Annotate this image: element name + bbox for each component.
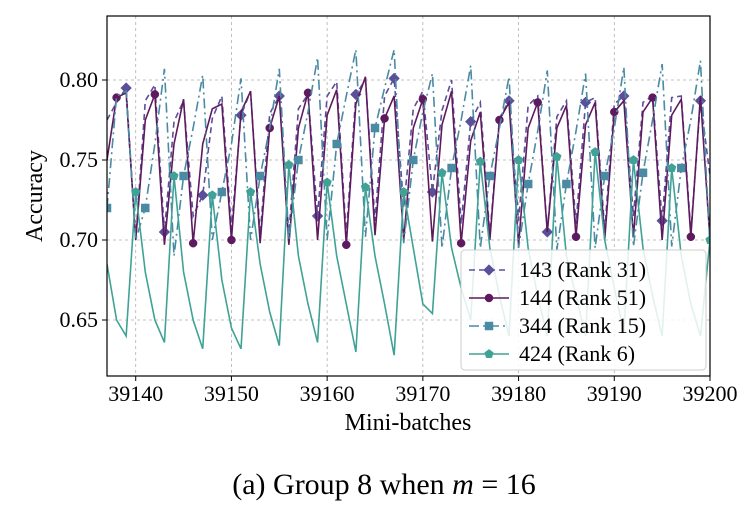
x-tick-label: 39170: [395, 381, 450, 406]
caption-suffix: = 16: [474, 468, 536, 501]
data-point: [322, 177, 332, 187]
x-tick-label: 39150: [204, 381, 259, 406]
data-point: [579, 96, 592, 109]
data-point: [217, 187, 227, 197]
data-point: [495, 115, 504, 125]
data-point: [360, 182, 371, 192]
data-point: [533, 98, 542, 107]
y-tick-label: 0.80: [60, 67, 99, 92]
data-point: [131, 187, 141, 196]
data-point: [179, 171, 188, 181]
data-point: [667, 163, 677, 172]
data-point: [523, 179, 533, 189]
data-point: [571, 232, 581, 242]
y-axis-label: Accuracy: [22, 150, 48, 242]
data-point: [638, 168, 648, 178]
legend-label: 344 (Rank 15): [519, 313, 646, 338]
data-point: [475, 156, 485, 166]
legend-box: [460, 249, 707, 371]
legend-item: 143 (Rank 31): [469, 257, 646, 282]
plot-frame: [106, 15, 711, 377]
series-3: [107, 147, 710, 356]
data-point: [464, 115, 477, 128]
data-point: [447, 163, 456, 173]
data-point: [380, 114, 389, 123]
x-tick-label: 39190: [587, 381, 642, 406]
data-point: [610, 107, 619, 117]
data-point: [245, 187, 256, 196]
data-point: [437, 167, 447, 177]
data-point: [107, 203, 112, 213]
data-point: [284, 159, 294, 169]
data-point: [169, 171, 179, 180]
series-line: [107, 76, 710, 245]
data-point: [686, 232, 696, 242]
legend-marker: [484, 321, 494, 331]
data-point: [705, 235, 710, 244]
legend-item: 344 (Rank 15): [469, 313, 646, 338]
figure-caption: (a) Group 8 when m = 16: [232, 468, 536, 501]
x-tick-label: 39180: [491, 381, 546, 406]
data-point: [388, 72, 400, 85]
y-tick-label: 0.65: [60, 307, 99, 332]
legend-label: 144 (Rank 51): [519, 285, 646, 310]
data-point: [150, 90, 160, 99]
data-point: [188, 238, 198, 248]
data-point: [409, 155, 418, 165]
series-2: [107, 49, 710, 257]
y-tick-label: 0.70: [60, 227, 99, 252]
data-point: [552, 151, 562, 161]
legend-label: 424 (Rank 6): [519, 341, 635, 366]
data-point: [294, 155, 303, 165]
series-line: [107, 49, 710, 257]
legend-marker: [483, 264, 495, 276]
data-point: [600, 171, 609, 181]
y-tick-label: 0.75: [60, 147, 99, 172]
data-point: [628, 155, 639, 164]
data-point: [562, 179, 571, 189]
x-tick-label: 39200: [683, 381, 738, 406]
data-point: [485, 171, 495, 181]
legend-item: 144 (Rank 51): [469, 285, 646, 310]
data-point: [399, 187, 409, 196]
legend-marker: [484, 293, 494, 303]
data-point: [196, 189, 209, 201]
legend-item: 424 (Rank 6): [469, 341, 635, 366]
caption-prefix: (a) Group 8 when: [232, 468, 452, 501]
data-point: [207, 190, 217, 200]
series-lines: [107, 49, 710, 356]
caption-math: m: [452, 468, 474, 501]
data-point: [141, 203, 150, 213]
data-point: [255, 171, 265, 181]
data-point: [332, 139, 341, 149]
x-tick-label: 39160: [300, 381, 355, 406]
x-tick-label: 39140: [108, 381, 163, 406]
data-point: [456, 238, 466, 248]
data-point: [311, 210, 324, 222]
data-point: [590, 147, 600, 156]
data-point: [227, 235, 236, 245]
x-axis-label: Mini-batches: [345, 410, 472, 436]
data-point: [677, 163, 686, 173]
data-point: [656, 215, 668, 227]
legend: 143 (Rank 31) 144 (Rank 51) 344 (Rank 15) 4…: [460, 249, 707, 371]
data-point: [513, 155, 524, 164]
axes: 39140 39150 39160 39170 39180 39190 39200 0.65 0…: [60, 15, 738, 406]
data-point: [342, 240, 351, 250]
legend-marker: [484, 349, 494, 358]
legend-label: 143 (Rank 31): [519, 257, 646, 282]
data-point: [370, 123, 380, 133]
